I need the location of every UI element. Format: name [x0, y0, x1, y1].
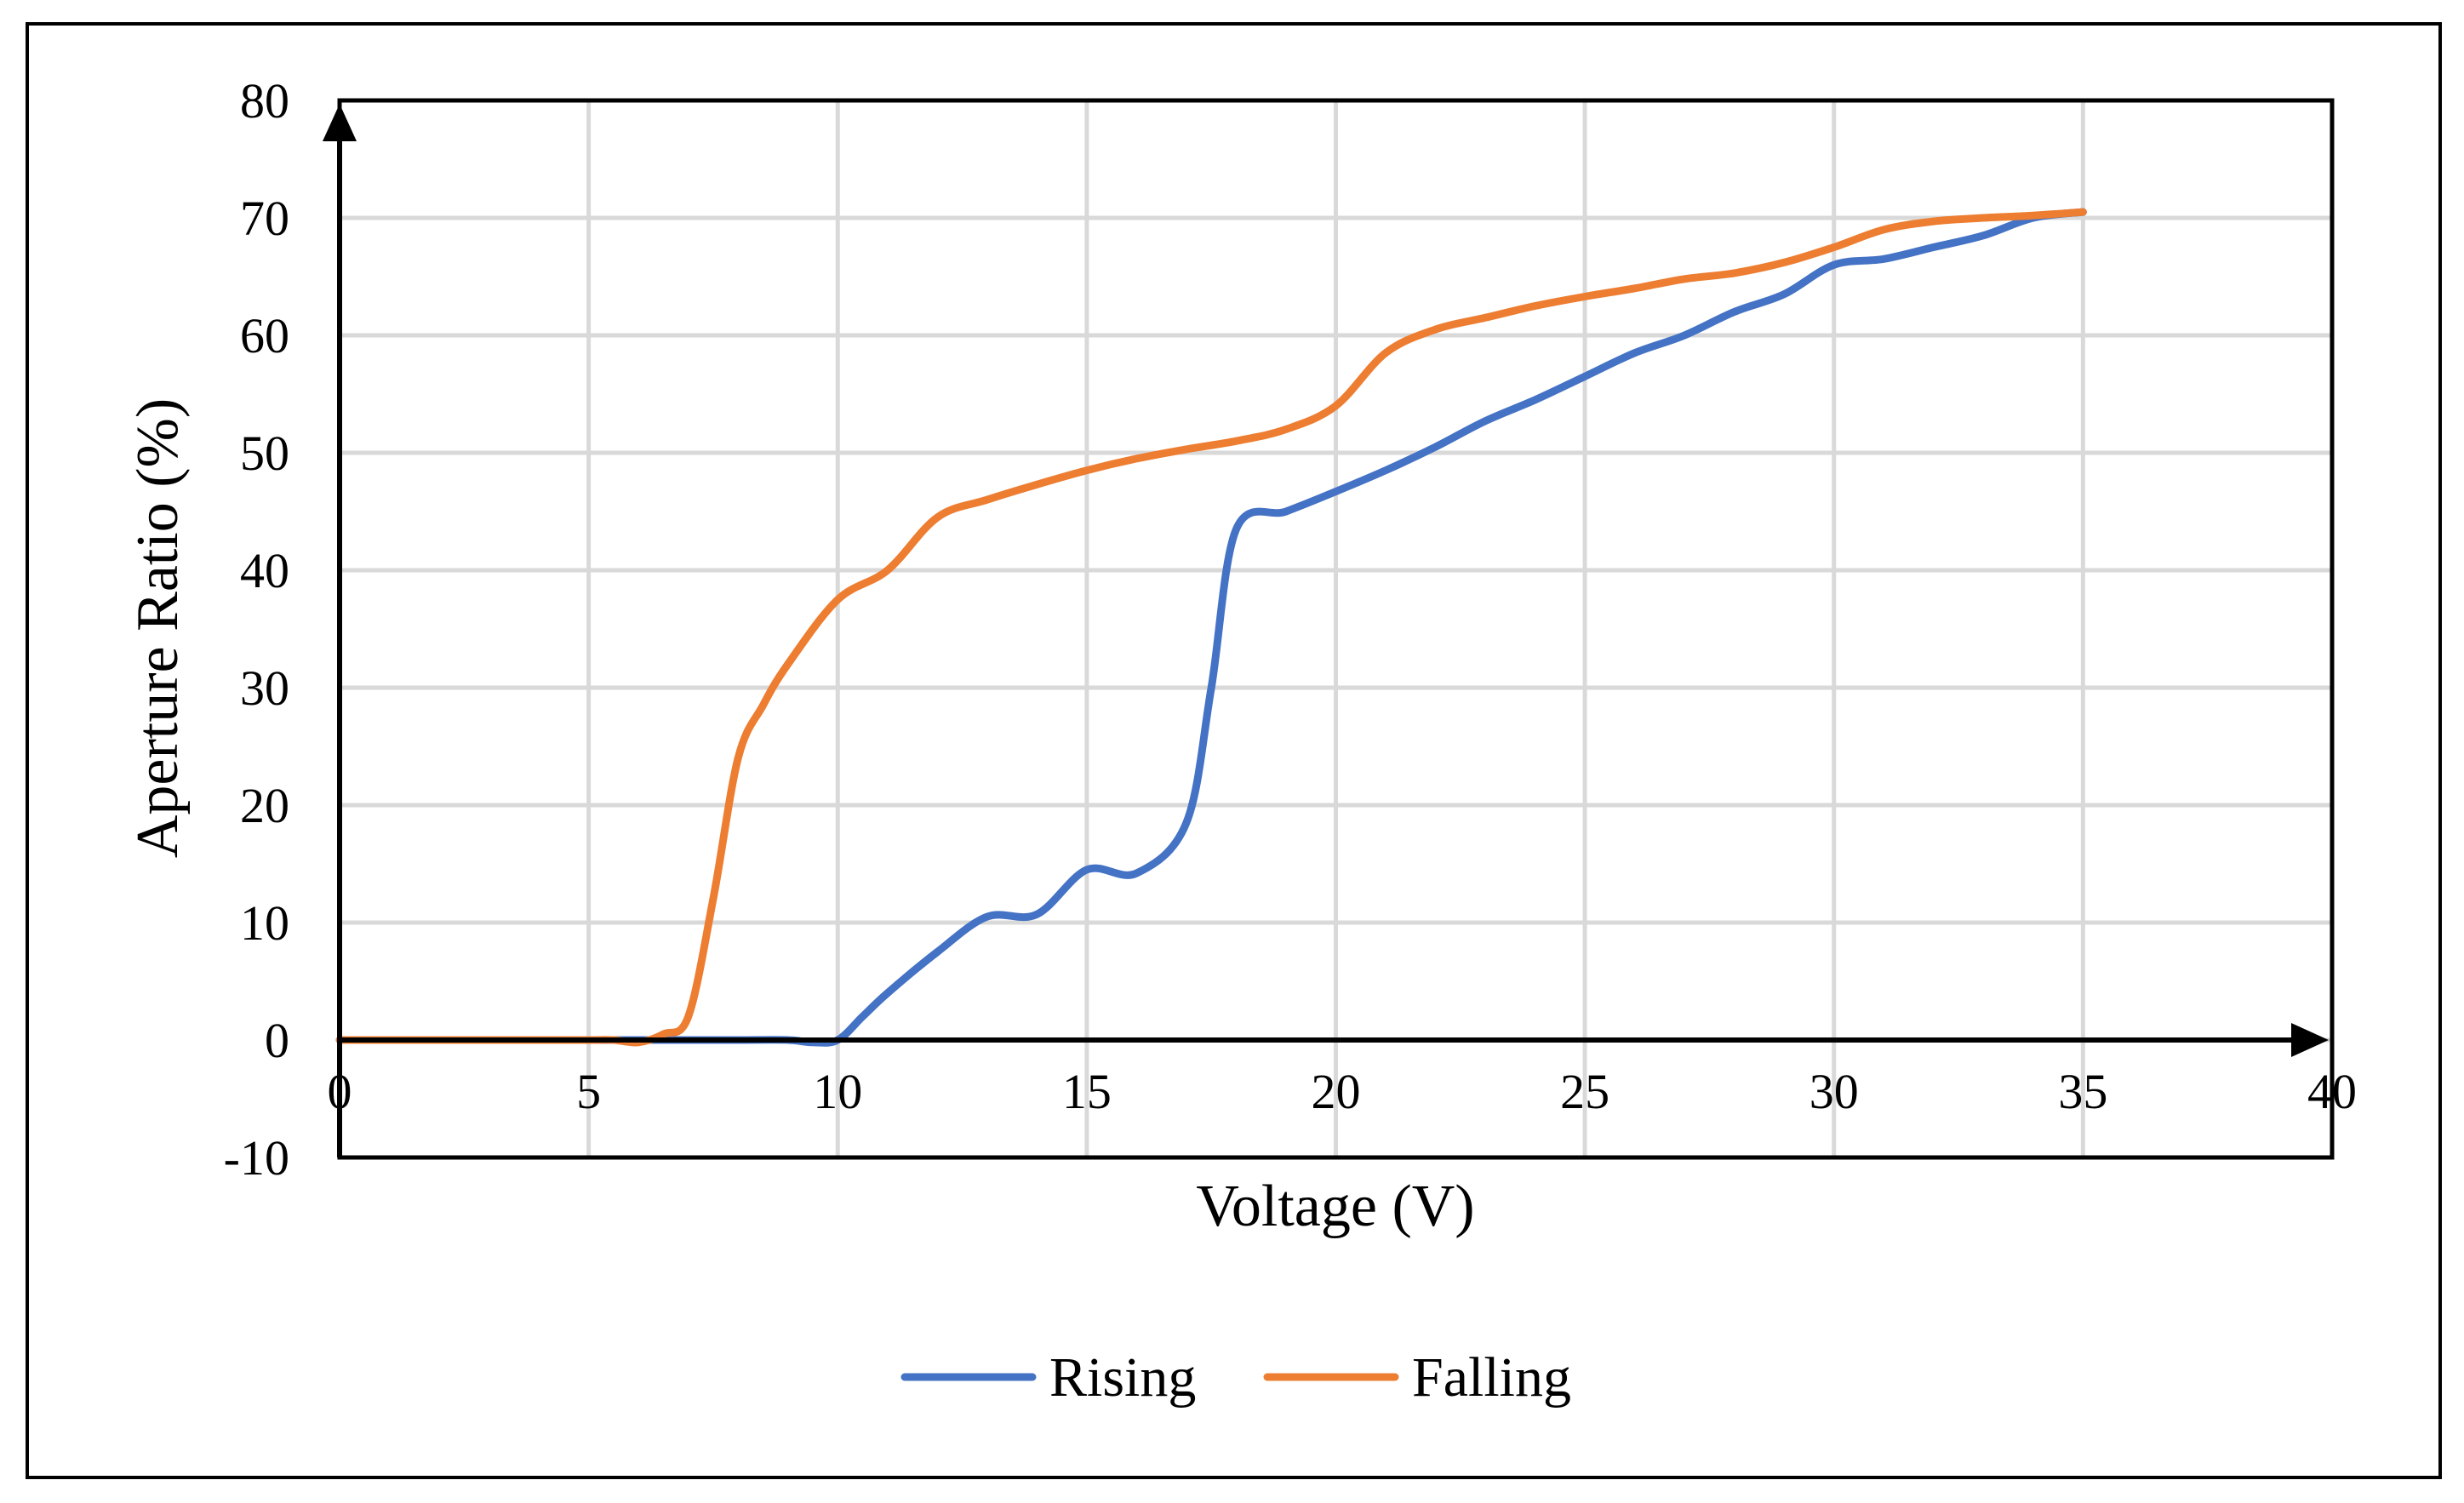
x-tick-label: 35: [2058, 1064, 2107, 1119]
legend-label-falling: Falling: [1412, 1346, 1571, 1409]
y-tick-label: 0: [265, 1013, 289, 1068]
chart-outer-frame: [26, 22, 2442, 1479]
y-tick-label: 40: [240, 543, 289, 598]
y-tick-label: 50: [240, 426, 289, 481]
x-tick-label: 30: [1809, 1064, 1859, 1119]
legend: Rising Falling: [900, 1346, 1571, 1409]
y-tick-labels: -10 0 10 20 30 40 50 60 70 80: [224, 73, 289, 1186]
x-tick-label: 15: [1062, 1064, 1112, 1119]
x-axis-arrow: [2291, 1023, 2329, 1057]
y-axis-title: Aperture Ratio (%): [125, 398, 191, 858]
y-tick-label: 60: [240, 308, 289, 363]
y-tick-label: 30: [240, 660, 289, 716]
x-axis-title: Voltage (V): [1196, 1174, 1474, 1239]
y-axis-arrow: [323, 104, 357, 141]
y-tick-label: 10: [240, 895, 289, 951]
x-tick-label: 25: [1560, 1064, 1609, 1119]
y-tick-label: 20: [240, 778, 289, 833]
axes: [323, 104, 2329, 1157]
x-tick-label: 5: [576, 1064, 601, 1119]
x-tick-label: 0: [328, 1064, 352, 1119]
y-tick-label: -10: [224, 1130, 289, 1186]
x-tick-labels: 0 5 10 15 20 25 30 35 40: [328, 1064, 2358, 1119]
x-tick-label: 40: [2307, 1064, 2357, 1119]
y-tick-label: 80: [240, 73, 289, 129]
y-tick-label: 70: [240, 191, 289, 246]
x-tick-label: 20: [1312, 1064, 1361, 1119]
legend-label-rising: Rising: [1049, 1346, 1196, 1409]
x-tick-label: 10: [813, 1064, 862, 1119]
